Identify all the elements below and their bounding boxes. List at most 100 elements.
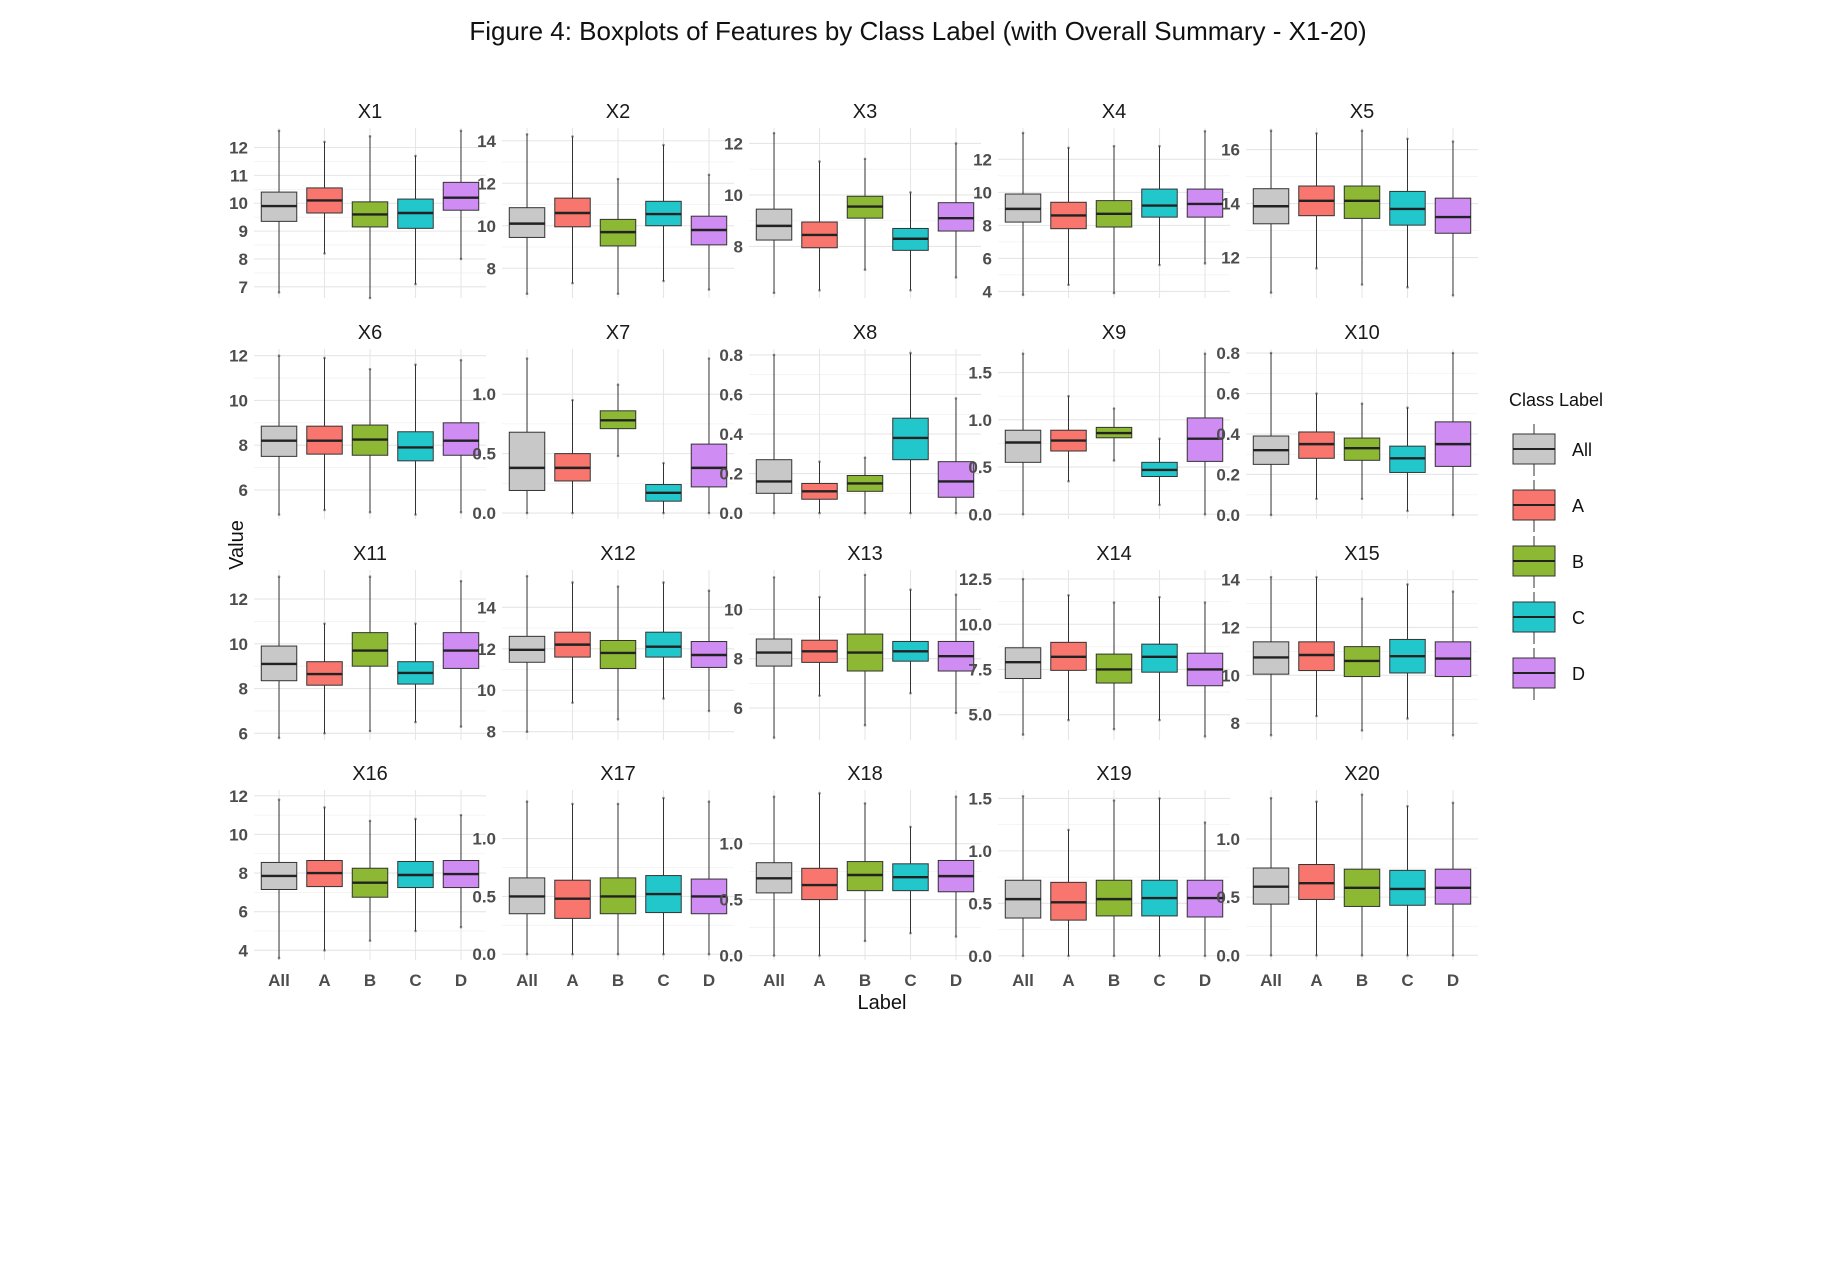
box-D — [1434, 351, 1472, 517]
facet-X5: 12 14 16 X5 — [1221, 101, 1478, 298]
box-A — [554, 398, 591, 515]
box-B — [846, 456, 884, 515]
box-A — [554, 135, 591, 285]
outlier-point — [1360, 129, 1364, 132]
outlier-point — [1451, 294, 1455, 297]
outlier-point — [1067, 479, 1070, 483]
outlier-point — [459, 257, 463, 261]
box-B — [351, 135, 389, 300]
outlier-point — [1021, 577, 1025, 581]
outlier-point — [662, 952, 665, 956]
outlier-point — [368, 296, 372, 300]
outlier-point — [1158, 144, 1161, 148]
y-tick-label: 12 — [229, 347, 248, 366]
y-tick-label: 0.8 — [1216, 344, 1240, 363]
outlier-point — [1451, 140, 1455, 143]
outlier-point — [1158, 718, 1161, 722]
y-tick-label: 0.5 — [472, 887, 496, 906]
box-All — [1252, 129, 1290, 294]
outlier-point — [616, 717, 620, 721]
outlier-point — [863, 802, 867, 805]
outlier-point — [1067, 146, 1070, 150]
outlier-point — [1315, 800, 1318, 803]
y-tick-label: 8 — [734, 237, 743, 256]
facet-X17: 0.0 0.5 1.0 X17 All A B C D — [472, 763, 734, 990]
facet-title: X15 — [1344, 543, 1380, 565]
outlier-point — [1203, 954, 1207, 958]
iqr-box — [645, 631, 682, 658]
box-B — [351, 367, 389, 514]
outlier-point — [1451, 590, 1455, 593]
box-A — [554, 581, 591, 704]
y-tick-label: 8 — [239, 680, 248, 699]
facet-X1: 7 8 9 10 11 12 X1 — [229, 101, 486, 300]
box-D — [690, 173, 728, 291]
outlier-point — [1269, 954, 1273, 957]
outlier-point — [707, 709, 711, 713]
outlier-point — [414, 154, 417, 158]
outlier-point — [525, 133, 529, 136]
outlier-point — [1021, 131, 1025, 135]
outlier-point — [571, 802, 574, 806]
x-tick-label: D — [950, 971, 962, 990]
outlier-point — [525, 357, 529, 360]
outlier-point — [414, 363, 417, 366]
box-B — [846, 157, 884, 271]
y-tick-label: 1.5 — [968, 789, 992, 808]
y-tick-label: 1.0 — [1216, 830, 1240, 849]
outlier-point — [707, 357, 711, 360]
x-tick-label: A — [813, 971, 825, 990]
facet-X3: 8 10 12 X3 — [724, 101, 981, 298]
outlier-point — [1203, 262, 1207, 265]
outlier-point — [863, 573, 867, 577]
box-A — [554, 802, 591, 956]
outlier-point — [772, 131, 776, 135]
outlier-point — [662, 697, 665, 700]
box-B — [1095, 407, 1133, 462]
y-tick-label: 10 — [229, 825, 248, 844]
outlier-point — [1451, 733, 1455, 737]
y-tick-label: 12 — [229, 787, 248, 806]
outlier-point — [1451, 513, 1455, 517]
outlier-point — [772, 736, 776, 739]
box-C — [1141, 595, 1178, 722]
iqr-box — [508, 431, 546, 491]
x-tick-label: All — [1260, 971, 1282, 990]
outlier-point — [368, 510, 372, 514]
outlier-point — [1406, 406, 1409, 409]
outlier-point — [1203, 601, 1207, 604]
outlier-point — [277, 575, 281, 579]
box-C — [1389, 406, 1426, 513]
outlier-point — [1315, 392, 1318, 395]
outlier-point — [1315, 132, 1318, 135]
outlier-point — [1315, 575, 1318, 579]
outlier-point — [707, 800, 711, 803]
outlier-point — [277, 513, 281, 516]
outlier-point — [772, 353, 776, 357]
outlier-point — [1269, 129, 1273, 132]
x-tick-label: B — [1356, 971, 1368, 990]
facet-X15: 8 10 12 14 X15 — [1221, 543, 1478, 740]
facet-title: X3 — [853, 101, 877, 123]
outlier-point — [277, 956, 281, 960]
box-A — [1298, 575, 1335, 718]
outlier-point — [662, 143, 665, 147]
x-tick-label: D — [1447, 971, 1459, 990]
box-A — [1298, 800, 1335, 957]
outlier-point — [1067, 594, 1070, 597]
outlier-point — [1406, 285, 1409, 289]
box-All — [1004, 794, 1042, 958]
facet-X9: 0.0 0.5 1.0 1.5 X9 — [968, 322, 1230, 524]
x-tick-label: A — [1062, 971, 1074, 990]
outlier-point — [707, 173, 711, 177]
y-tick-label: 1.0 — [472, 385, 496, 404]
y-tick-label: 0.5 — [1216, 888, 1240, 907]
outlier-point — [1021, 352, 1025, 356]
box-B — [599, 802, 637, 956]
y-tick-label: 10 — [724, 600, 743, 619]
outlier-point — [1451, 954, 1455, 957]
outlier-point — [1112, 727, 1116, 731]
outlier-point — [707, 511, 711, 515]
y-tick-label: 6 — [239, 724, 248, 743]
outlier-point — [1451, 351, 1455, 355]
